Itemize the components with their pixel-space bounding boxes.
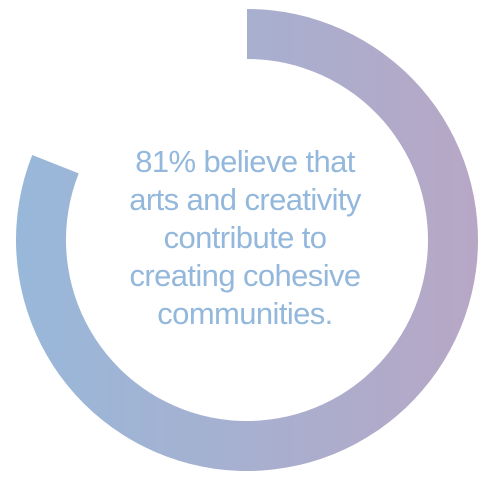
statement-line: arts and creativity [129, 182, 361, 217]
statement-line: creating cohesive [129, 258, 361, 293]
statement-line: 81% believe that [135, 144, 355, 179]
statement-line: contribute to [163, 220, 327, 255]
statement-line: communities. [157, 296, 333, 331]
statistic-statement: 81% believe that arts and creativity con… [115, 143, 375, 333]
